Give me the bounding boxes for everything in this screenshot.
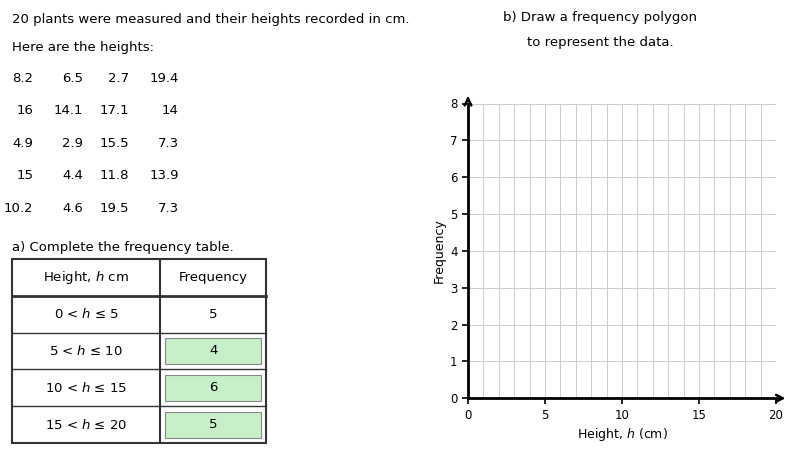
- Text: 7.3: 7.3: [158, 137, 179, 150]
- Bar: [165, 375, 262, 401]
- Text: 7.3: 7.3: [158, 202, 179, 215]
- Text: 19.5: 19.5: [99, 202, 129, 215]
- X-axis label: Height, $h$ (cm): Height, $h$ (cm): [577, 426, 667, 443]
- Text: 19.4: 19.4: [150, 72, 179, 85]
- Text: 5: 5: [209, 418, 218, 431]
- Text: 2.7: 2.7: [108, 72, 129, 85]
- Text: 16: 16: [17, 104, 34, 117]
- Text: a) Complete the frequency table.: a) Complete the frequency table.: [13, 241, 234, 254]
- Text: 4.4: 4.4: [62, 169, 83, 182]
- Text: 14.1: 14.1: [54, 104, 83, 117]
- Text: 11.8: 11.8: [99, 169, 129, 182]
- Y-axis label: Frequency: Frequency: [433, 219, 446, 283]
- Text: Height, $h$ cm: Height, $h$ cm: [43, 269, 130, 286]
- Text: 4.9: 4.9: [13, 137, 34, 150]
- Text: 15 < $h$ ≤ 20: 15 < $h$ ≤ 20: [46, 418, 127, 432]
- Text: 5: 5: [209, 308, 218, 320]
- Text: 15: 15: [16, 169, 34, 182]
- Text: Here are the heights:: Here are the heights:: [13, 40, 154, 54]
- Text: 0 < $h$ ≤ 5: 0 < $h$ ≤ 5: [54, 307, 119, 321]
- Text: 5 < $h$ ≤ 10: 5 < $h$ ≤ 10: [50, 344, 123, 358]
- Text: 2.9: 2.9: [62, 137, 83, 150]
- Bar: [165, 338, 262, 364]
- Text: b) Draw a frequency polygon: b) Draw a frequency polygon: [503, 11, 697, 24]
- Text: Frequency: Frequency: [178, 271, 248, 284]
- Bar: [165, 412, 262, 438]
- Text: 10 < $h$ ≤ 15: 10 < $h$ ≤ 15: [46, 381, 127, 395]
- Text: 4.6: 4.6: [62, 202, 83, 215]
- Text: 20 plants were measured and their heights recorded in cm.: 20 plants were measured and their height…: [13, 14, 410, 27]
- Text: 13.9: 13.9: [150, 169, 179, 182]
- Text: 17.1: 17.1: [99, 104, 129, 117]
- Text: 4: 4: [209, 345, 218, 357]
- Text: to represent the data.: to represent the data.: [526, 36, 674, 49]
- Text: 15.5: 15.5: [99, 137, 129, 150]
- Text: 6: 6: [209, 382, 218, 394]
- Bar: [13, 259, 266, 443]
- Text: 6.5: 6.5: [62, 72, 83, 85]
- Text: 10.2: 10.2: [4, 202, 34, 215]
- Text: 8.2: 8.2: [12, 72, 34, 85]
- Text: 14: 14: [162, 104, 179, 117]
